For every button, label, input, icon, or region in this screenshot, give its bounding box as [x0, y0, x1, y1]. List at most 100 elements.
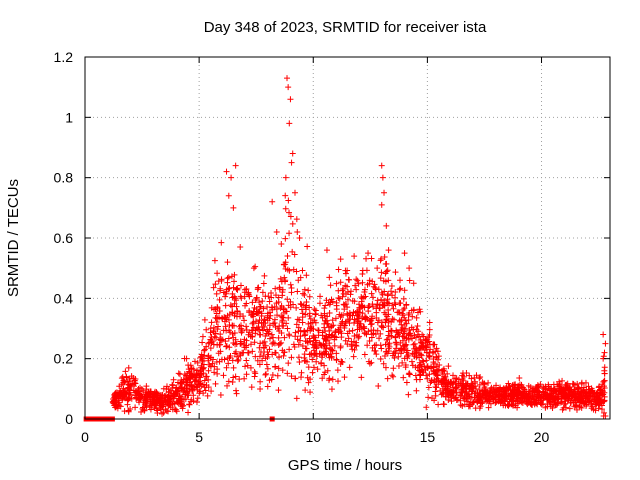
data-point [232, 336, 239, 343]
data-point [235, 356, 242, 363]
data-point [486, 392, 493, 399]
data-point [243, 285, 250, 292]
data-point [207, 336, 214, 343]
data-point [299, 314, 306, 321]
data-point [509, 382, 516, 389]
data-point [249, 348, 256, 355]
data-point [193, 371, 200, 378]
data-point [372, 286, 379, 293]
data-point [315, 332, 322, 339]
data-point [345, 335, 352, 342]
data-point [193, 399, 200, 406]
data-point [265, 351, 272, 358]
data-point [335, 378, 342, 385]
data-point [254, 357, 261, 364]
data-point [275, 299, 282, 306]
data-point [358, 374, 365, 381]
data-point [218, 277, 225, 284]
data-point [544, 401, 551, 408]
data-point [213, 358, 220, 365]
y-tick-label: 0.8 [54, 170, 74, 186]
data-point [477, 374, 484, 381]
data-point [560, 404, 567, 411]
data-point [416, 367, 423, 374]
data-point [306, 293, 313, 300]
data-point [203, 373, 210, 380]
data-point [223, 343, 230, 350]
data-point [306, 304, 313, 311]
data-point [192, 377, 199, 384]
data-point [255, 309, 262, 316]
data-point [138, 408, 145, 415]
data-point [434, 348, 441, 355]
chart-title: Day 348 of 2023, SRMTID for receiver ist… [204, 19, 487, 36]
data-point [593, 393, 600, 400]
data-point [124, 397, 131, 404]
axis-ticks [84, 56, 610, 420]
data-point [388, 283, 395, 290]
data-point [188, 396, 195, 403]
data-point [329, 347, 336, 354]
data-point [154, 391, 161, 398]
data-point [237, 340, 244, 347]
data-point [516, 375, 523, 382]
data-point [297, 300, 304, 307]
data-point [355, 280, 362, 287]
y-tick-label: 0.2 [54, 351, 74, 367]
data-point [420, 333, 427, 340]
data-point [285, 84, 292, 91]
data-point [307, 327, 314, 334]
data-point [252, 327, 259, 334]
data-point [227, 329, 234, 336]
data-point [298, 369, 305, 376]
data-point [289, 150, 296, 157]
data-point [377, 257, 384, 264]
data-point [272, 349, 279, 356]
data-point [388, 328, 395, 335]
data-point [251, 373, 258, 380]
data-point [386, 300, 393, 307]
data-point [577, 398, 584, 405]
data-point [205, 367, 212, 374]
data-point [539, 385, 546, 392]
data-point [269, 198, 276, 205]
data-point [572, 390, 579, 397]
data-point [416, 344, 423, 351]
data-point [278, 313, 285, 320]
data-point [595, 405, 602, 412]
data-point [505, 380, 512, 387]
data-point [213, 290, 220, 297]
data-point [409, 350, 416, 357]
data-point [241, 317, 248, 324]
data-point [205, 353, 212, 360]
data-point [512, 381, 519, 388]
data-point [528, 394, 535, 401]
data-point [396, 333, 403, 340]
data-point [273, 228, 280, 235]
data-point [485, 379, 492, 386]
data-point [505, 385, 512, 392]
data-point [302, 311, 309, 318]
data-point [264, 317, 271, 324]
data-point [491, 386, 498, 393]
data-point [231, 293, 238, 300]
data-point [208, 333, 215, 340]
data-point [160, 409, 167, 416]
data-point [551, 385, 558, 392]
data-point [382, 364, 389, 371]
data-point [154, 390, 161, 397]
data-point [293, 216, 300, 223]
data-point [470, 399, 477, 406]
data-point [476, 405, 483, 412]
data-point [222, 323, 229, 330]
data-point [364, 342, 371, 349]
data-point [349, 341, 356, 348]
data-point [277, 275, 284, 282]
data-point [478, 395, 485, 402]
data-point [251, 339, 258, 346]
data-point [340, 285, 347, 292]
y-tick-label: 0.6 [54, 230, 74, 246]
data-point [405, 331, 412, 338]
data-point [201, 347, 208, 354]
data-point [417, 368, 424, 375]
